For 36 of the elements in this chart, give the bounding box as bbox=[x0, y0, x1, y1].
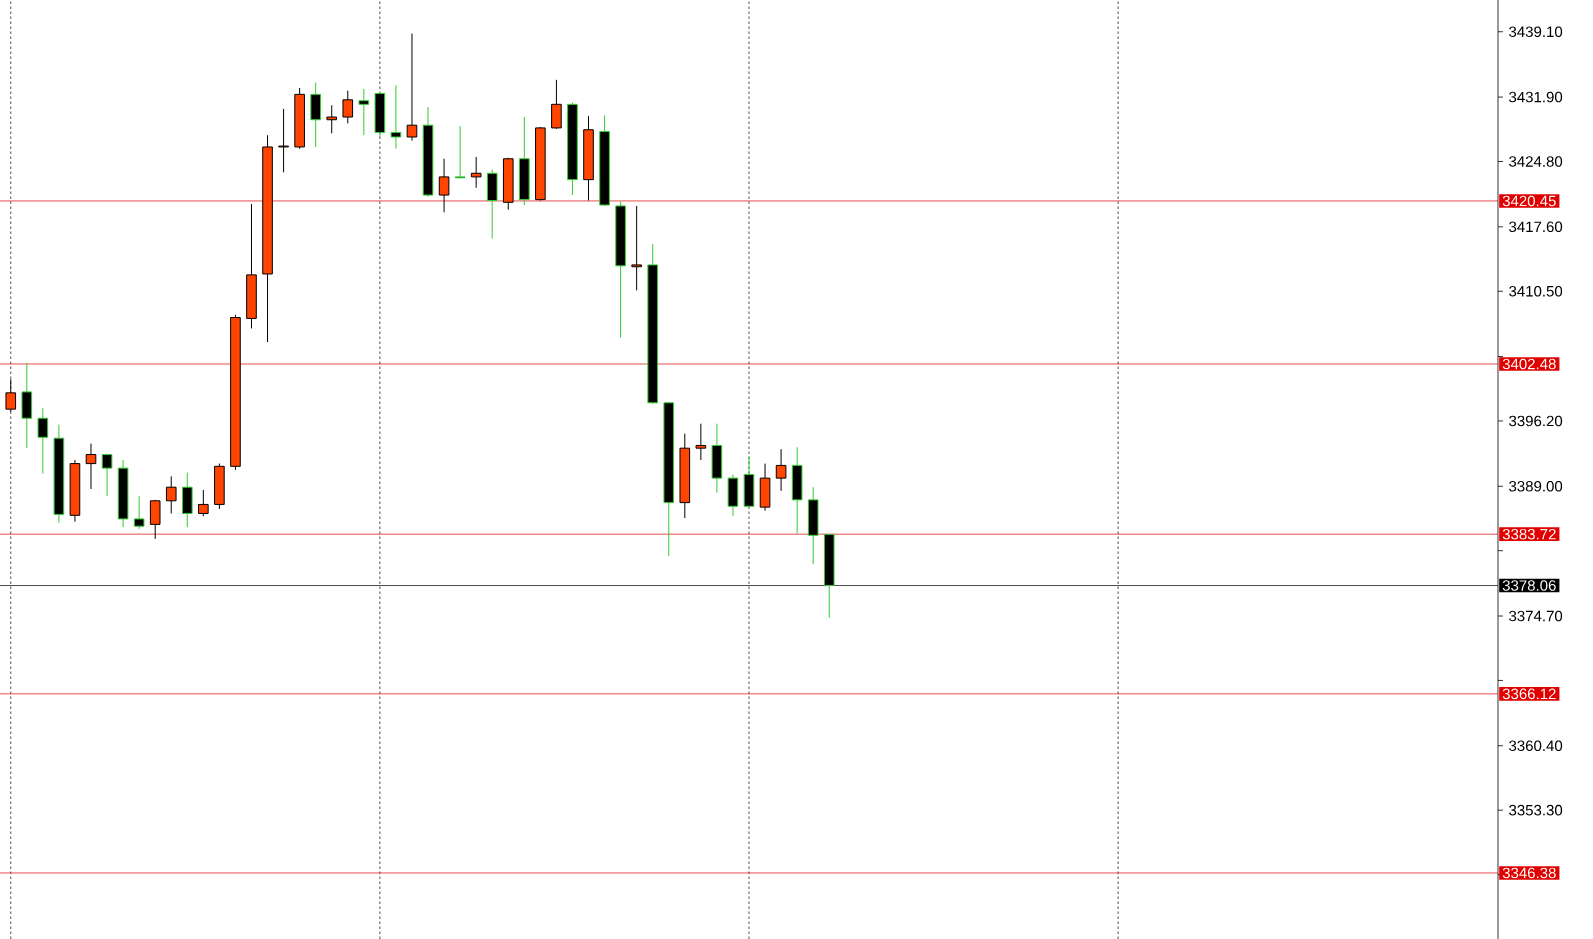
ref-line-label: 3402.48 bbox=[1502, 358, 1556, 370]
candlestick bbox=[165, 475, 177, 514]
candlestick bbox=[454, 125, 466, 179]
y-tick-label: 3374.70 bbox=[1509, 610, 1563, 622]
candlestick bbox=[278, 108, 289, 173]
y-tick-label: 3389.00 bbox=[1509, 480, 1563, 492]
y-tick-label: 3353.30 bbox=[1509, 804, 1563, 816]
candlestick bbox=[342, 90, 354, 124]
candlestick bbox=[438, 158, 450, 213]
ref-line-label: 3346.38 bbox=[1502, 867, 1556, 879]
candlestick bbox=[37, 407, 49, 475]
candlestick bbox=[101, 453, 113, 497]
y-tick-label: 3396.20 bbox=[1509, 415, 1563, 427]
ref-line-label: 3383.72 bbox=[1502, 528, 1556, 540]
candlestick bbox=[198, 489, 209, 517]
candlestick bbox=[775, 448, 787, 492]
y-tick-label: 3424.80 bbox=[1509, 156, 1563, 167]
candlestick bbox=[390, 84, 402, 150]
ref-line-label: 3420.45 bbox=[1502, 195, 1556, 207]
y-tick-label: 3417.60 bbox=[1509, 221, 1563, 233]
candlestick bbox=[631, 205, 642, 291]
candlestick bbox=[406, 33, 418, 142]
candlestick bbox=[470, 156, 482, 189]
candlestick bbox=[326, 104, 338, 134]
y-tick-label: 3431.90 bbox=[1509, 91, 1563, 103]
candlestick bbox=[85, 443, 97, 490]
ref-line-label: 3378.06 bbox=[1502, 580, 1556, 591]
candlestick bbox=[695, 423, 707, 461]
candlestick bbox=[133, 495, 145, 530]
candlestick bbox=[358, 88, 370, 136]
y-tick-label: 3360.40 bbox=[1509, 740, 1563, 752]
y-tick-label: 3410.50 bbox=[1509, 285, 1563, 297]
candlestick bbox=[149, 499, 161, 540]
ref-line-label: 3366.12 bbox=[1502, 688, 1556, 700]
candlestick bbox=[551, 79, 562, 130]
y-tick-label: 3439.10 bbox=[1509, 26, 1563, 38]
